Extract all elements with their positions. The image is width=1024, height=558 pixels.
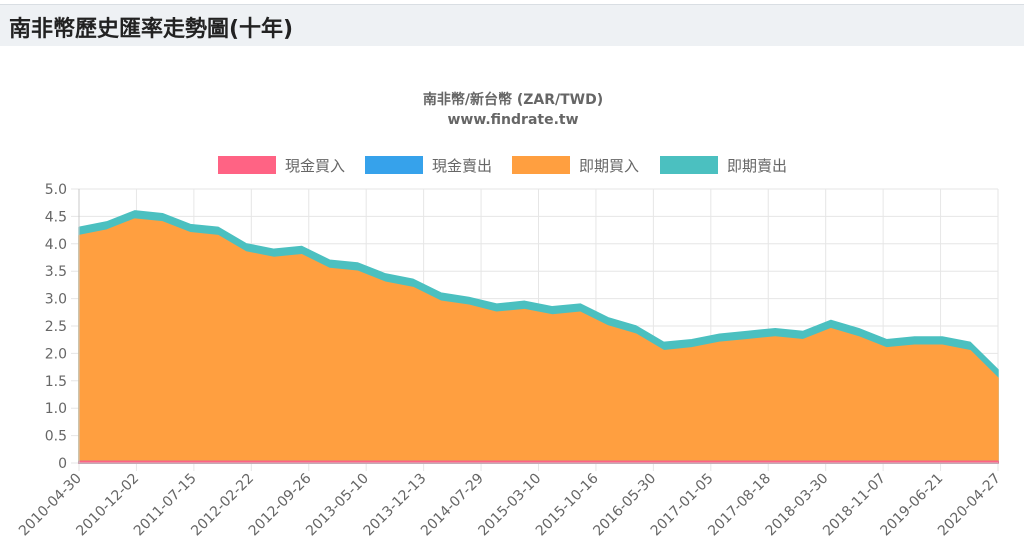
y-tick-label-9: 4.5 bbox=[45, 209, 67, 225]
y-tick-label-3: 1.5 bbox=[45, 374, 67, 390]
page-title: 南非幣歷史匯率走勢圖(十年) bbox=[9, 17, 294, 42]
y-tick-label-7: 3.5 bbox=[45, 264, 67, 280]
y-tick-label-4: 2.0 bbox=[45, 346, 67, 362]
chart-legend: 現金買入 現金賣出 即期買入 即期賣出 bbox=[218, 156, 787, 175]
legend-swatch-3 bbox=[512, 156, 570, 174]
chart-series bbox=[78, 210, 999, 464]
legend-label-4: 即期賣出 bbox=[727, 157, 787, 175]
page-header: 南非幣歷史匯率走勢圖(十年) bbox=[0, 4, 1024, 46]
y-tick-label-5: 2.5 bbox=[45, 319, 67, 335]
legend-label-1: 現金買入 bbox=[285, 157, 345, 175]
chart-title: 南非幣/新台幣 (ZAR/TWD) bbox=[423, 91, 603, 108]
legend-swatch-4 bbox=[660, 156, 718, 174]
y-tick-label-1: 0.5 bbox=[45, 429, 67, 445]
series-area-3 bbox=[78, 218, 999, 464]
legend-label-3: 即期買入 bbox=[579, 157, 639, 175]
legend-swatch-1 bbox=[218, 156, 276, 174]
y-tick-label-10: 5.0 bbox=[45, 182, 67, 198]
y-tick-label-6: 3.0 bbox=[45, 292, 67, 308]
legend-label-2: 現金賣出 bbox=[432, 157, 492, 175]
y-tick-label-8: 4.0 bbox=[45, 237, 67, 253]
y-tick-label-0: 0 bbox=[58, 456, 67, 472]
legend-swatch-2 bbox=[365, 156, 423, 174]
y-tick-label-2: 1.0 bbox=[45, 401, 67, 417]
chart-subtitle: www.findrate.tw bbox=[447, 112, 578, 128]
